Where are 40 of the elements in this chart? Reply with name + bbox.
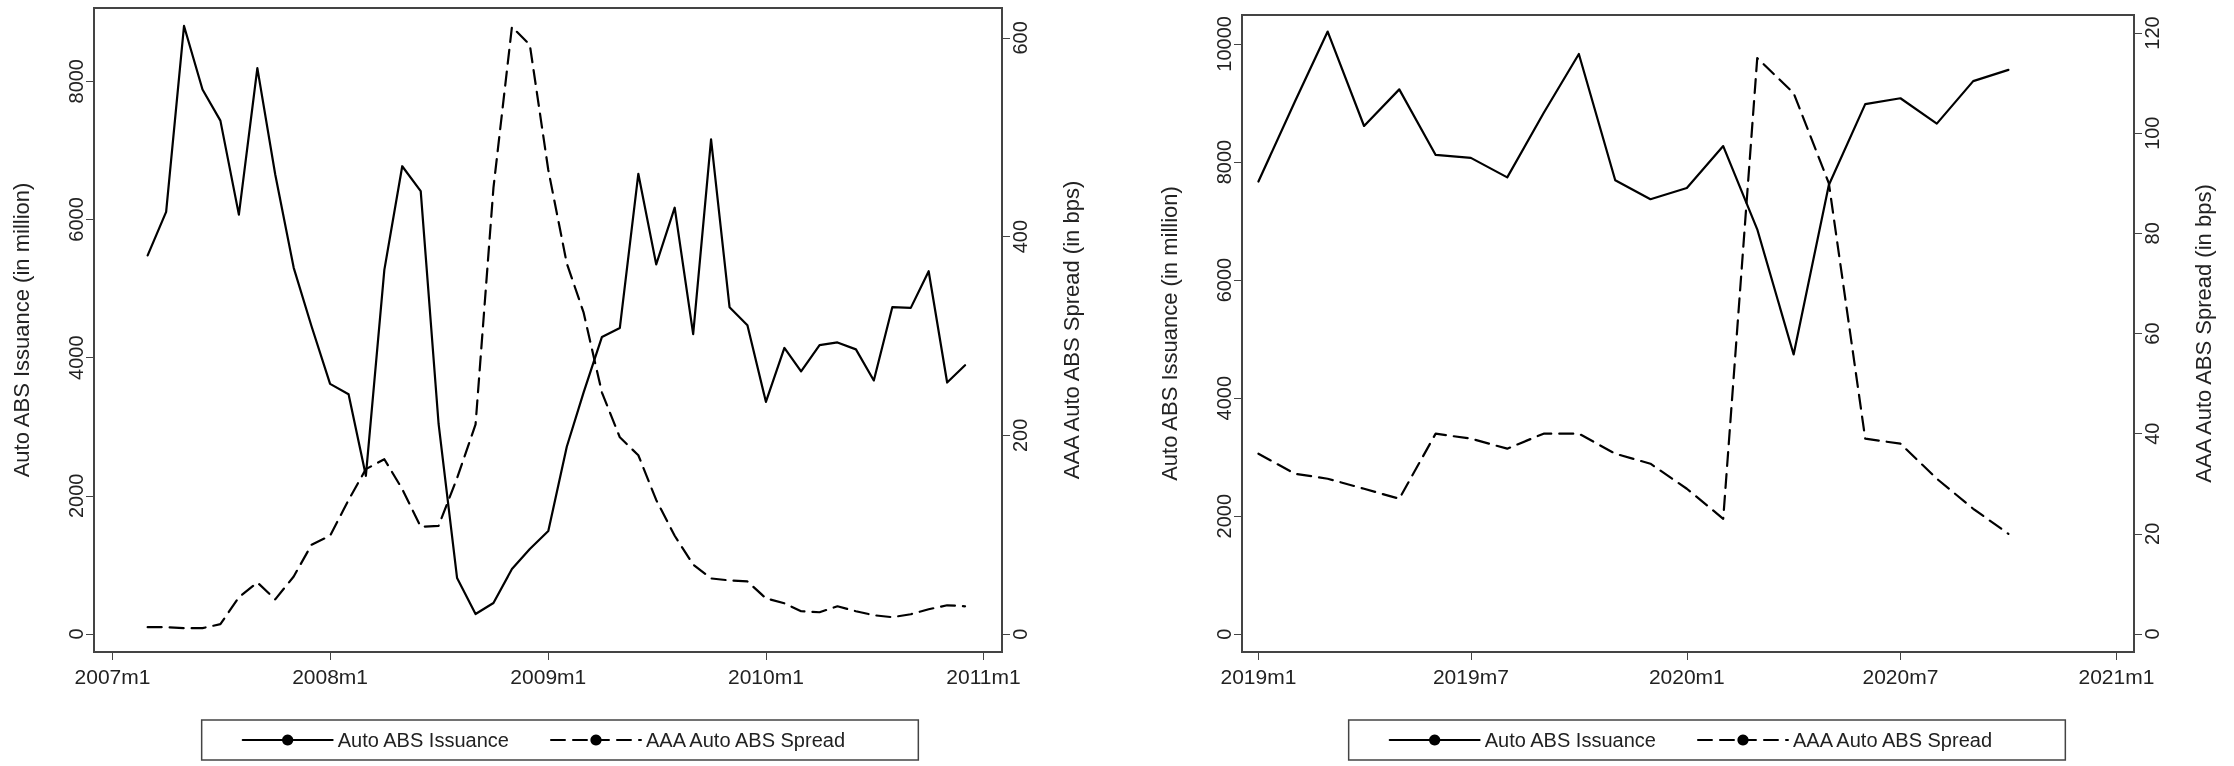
legend-label: Auto ABS Issuance [1484, 729, 1656, 751]
y2-tick-label: 100 [2141, 116, 2163, 150]
legend-label: AAA Auto ABS Spread [645, 729, 846, 751]
y-tick-label: 2000 [1213, 493, 1235, 539]
y-tick-label: 0 [1213, 628, 1235, 640]
y2-axis-title: AAA Auto ABS Spread (in bps) [1058, 180, 1084, 480]
x-tick-label: 2021m1 [2078, 665, 2155, 688]
y-axis-title: Auto ABS Issuance (in million) [8, 182, 34, 478]
y2-tick-label: 400 [1009, 219, 1031, 254]
x-tick-label: 2008m1 [292, 665, 369, 688]
y2-tick-label: 0 [2141, 628, 2163, 640]
y-tick-label: 2000 [65, 473, 87, 519]
x-tick-label: 2007m1 [74, 665, 151, 688]
y2-tick-label: 600 [1009, 21, 1031, 55]
x-tick-label: 2010m1 [727, 665, 804, 688]
y2-axis-title: AAA Auto ABS Spread (in bps) [2190, 184, 2216, 483]
y-tick-label: 4000 [65, 335, 87, 380]
y-tick-label: 6000 [1213, 257, 1235, 303]
y2-tick-label: 0 [1009, 628, 1031, 640]
x-tick-label: 2011m1 [946, 665, 1021, 688]
y-tick-label: 8000 [65, 58, 87, 104]
y-tick-label: 4000 [1213, 375, 1235, 421]
y2-tick-label: 60 [2141, 322, 2163, 345]
y2-tick-label: 120 [2141, 16, 2163, 50]
y2-tick-label: 200 [1009, 418, 1031, 453]
x-tick-label: 2019m7 [1432, 665, 1509, 688]
y2-tick-label: 80 [2141, 222, 2163, 245]
x-tick-label: 2009m1 [510, 665, 587, 688]
y-tick-label: 6000 [65, 197, 87, 242]
y2-tick-label: 20 [2141, 522, 2163, 545]
y-tick-label: 8000 [1213, 139, 1235, 185]
y-tick-label: 0 [65, 628, 87, 640]
y-tick-label: 10000 [1213, 16, 1235, 72]
y2-tick-label: 40 [2141, 422, 2163, 445]
legend-label: Auto ABS Issuance [337, 729, 509, 751]
y-axis-title: Auto ABS Issuance (in million) [1156, 186, 1182, 481]
x-tick-label: 2019m1 [1220, 665, 1297, 688]
legend-label: AAA Auto ABS Spread [1792, 729, 1993, 751]
x-tick-label: 2020m7 [1862, 665, 1939, 688]
x-tick-label: 2020m1 [1648, 665, 1725, 688]
